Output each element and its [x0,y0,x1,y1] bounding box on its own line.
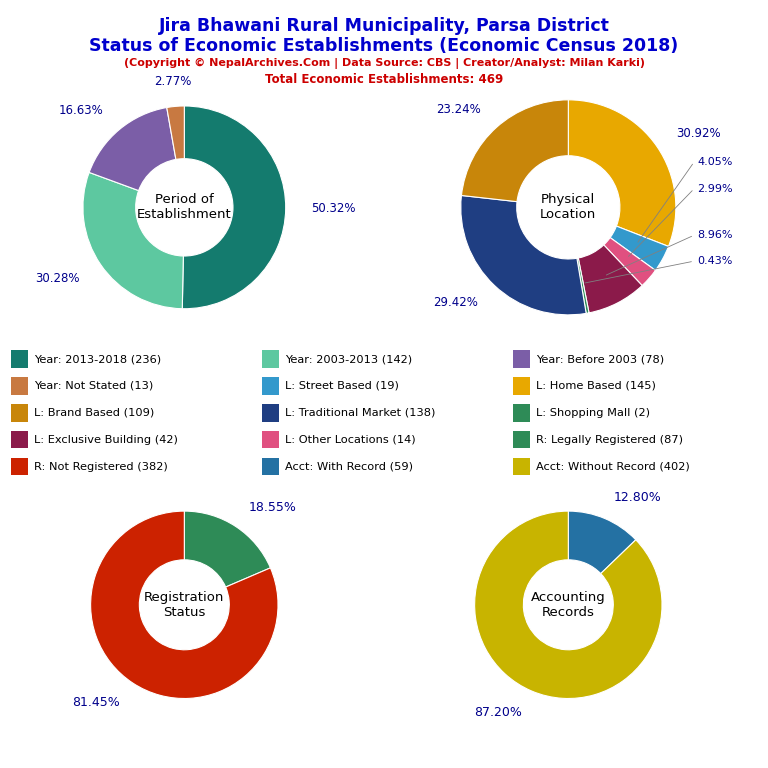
Text: R: Legally Registered (87): R: Legally Registered (87) [536,435,683,445]
Wedge shape [182,106,286,309]
Text: Period of
Establishment: Period of Establishment [137,194,232,221]
FancyBboxPatch shape [263,404,279,422]
Wedge shape [568,511,636,574]
Text: 2.77%: 2.77% [154,74,192,88]
Text: 50.32%: 50.32% [311,202,356,215]
Text: Year: 2013-2018 (236): Year: 2013-2018 (236) [34,354,161,364]
FancyBboxPatch shape [513,404,530,422]
FancyBboxPatch shape [12,350,28,368]
Text: Year: Before 2003 (78): Year: Before 2003 (78) [536,354,664,364]
Text: 0.43%: 0.43% [697,256,733,266]
FancyBboxPatch shape [263,377,279,395]
Wedge shape [462,100,568,202]
FancyBboxPatch shape [12,458,28,475]
Text: Jira Bhawani Rural Municipality, Parsa District: Jira Bhawani Rural Municipality, Parsa D… [158,17,610,35]
Text: L: Other Locations (14): L: Other Locations (14) [285,435,415,445]
Text: 18.55%: 18.55% [249,501,296,514]
Text: L: Shopping Mall (2): L: Shopping Mall (2) [536,408,650,418]
Wedge shape [461,196,586,315]
Text: Year: 2003-2013 (142): Year: 2003-2013 (142) [285,354,412,364]
Wedge shape [604,237,655,286]
Text: Acct: Without Record (402): Acct: Without Record (402) [536,462,690,472]
Text: 8.96%: 8.96% [697,230,733,240]
Text: L: Home Based (145): L: Home Based (145) [536,381,656,391]
Text: 87.20%: 87.20% [475,706,522,719]
Text: Total Economic Establishments: 469: Total Economic Establishments: 469 [265,73,503,86]
Text: R: Not Registered (382): R: Not Registered (382) [34,462,167,472]
Wedge shape [578,245,642,313]
Wedge shape [89,108,176,190]
Text: 2.99%: 2.99% [697,184,733,194]
Text: 23.24%: 23.24% [436,103,481,116]
Text: Status of Economic Establishments (Economic Census 2018): Status of Economic Establishments (Econo… [89,37,679,55]
FancyBboxPatch shape [513,458,530,475]
Text: Year: Not Stated (13): Year: Not Stated (13) [34,381,154,391]
FancyBboxPatch shape [263,350,279,368]
Text: 12.80%: 12.80% [614,491,662,504]
Text: L: Street Based (19): L: Street Based (19) [285,381,399,391]
Text: 29.42%: 29.42% [433,296,478,310]
Wedge shape [568,100,676,247]
Text: Physical
Location: Physical Location [540,194,597,221]
Wedge shape [83,173,184,309]
Text: Accounting
Records: Accounting Records [531,591,606,619]
FancyBboxPatch shape [263,458,279,475]
FancyBboxPatch shape [263,431,279,449]
Text: (Copyright © NepalArchives.Com | Data Source: CBS | Creator/Analyst: Milan Karki: (Copyright © NepalArchives.Com | Data So… [124,58,644,69]
FancyBboxPatch shape [513,350,530,368]
Wedge shape [167,106,184,160]
Text: L: Traditional Market (138): L: Traditional Market (138) [285,408,435,418]
FancyBboxPatch shape [12,404,28,422]
Text: 4.05%: 4.05% [697,157,733,167]
Wedge shape [91,511,278,698]
Text: Acct: With Record (59): Acct: With Record (59) [285,462,413,472]
Text: L: Exclusive Building (42): L: Exclusive Building (42) [34,435,178,445]
Text: 30.92%: 30.92% [677,127,721,140]
Wedge shape [610,226,668,270]
Wedge shape [184,511,270,587]
Text: Registration
Status: Registration Status [144,591,224,619]
FancyBboxPatch shape [513,431,530,449]
Text: 81.45%: 81.45% [72,696,120,709]
Text: 16.63%: 16.63% [58,104,103,117]
FancyBboxPatch shape [513,377,530,395]
FancyBboxPatch shape [12,377,28,395]
Text: L: Brand Based (109): L: Brand Based (109) [34,408,154,418]
FancyBboxPatch shape [12,431,28,449]
Wedge shape [577,258,589,313]
Wedge shape [475,511,662,698]
Text: 30.28%: 30.28% [35,273,80,286]
